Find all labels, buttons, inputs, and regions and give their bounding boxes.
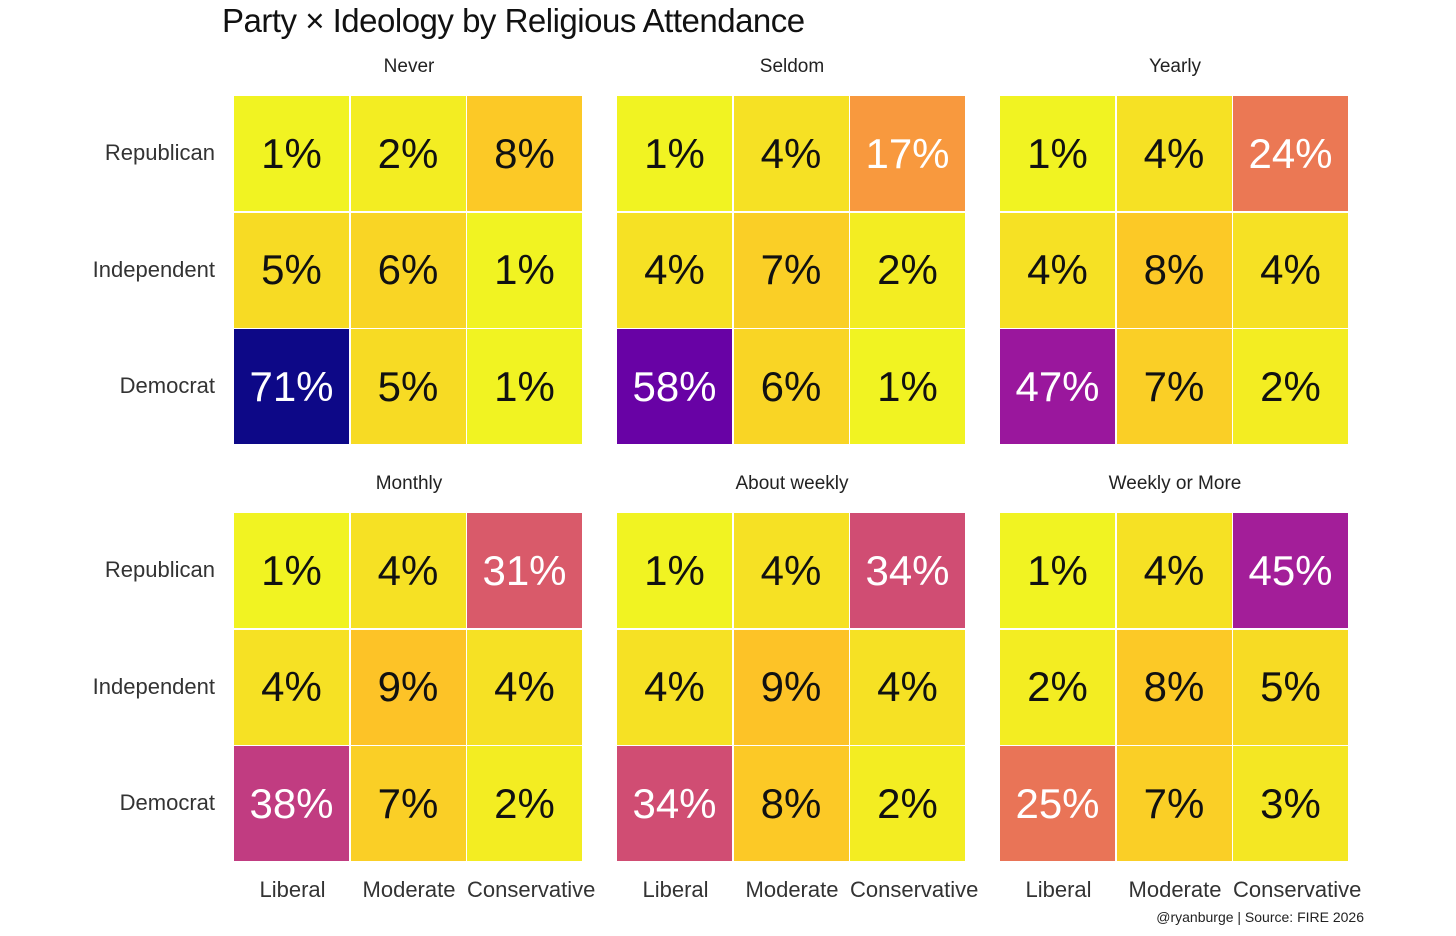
heatmap-cell: 1%: [467, 212, 582, 328]
panel-title: About weekly: [735, 473, 849, 494]
heatmap-cell: 1%: [234, 513, 349, 628]
heatmap-cell: 4%: [1116, 513, 1232, 628]
heatmap-cell: 6%: [350, 212, 466, 328]
panel-title: Yearly: [1148, 56, 1202, 77]
heatmap-cell: 4%: [350, 513, 466, 628]
heatmap-cell: 1%: [617, 513, 732, 628]
row-label: Democrat: [119, 790, 215, 815]
heatmap-cell: 5%: [234, 212, 349, 328]
heatmap-cell: 1%: [850, 329, 965, 444]
heatmap-cell: 9%: [350, 629, 466, 745]
heatmap-cell: 7%: [1116, 329, 1232, 444]
column-label: Liberal: [1025, 877, 1092, 902]
chart-title: Party × Ideology by Religious Attendance: [222, 2, 805, 39]
heatmap-cell: 4%: [733, 513, 849, 628]
heatmap-cell: 2%: [850, 746, 965, 861]
column-label: Conservative: [467, 877, 596, 902]
heatmap-cell: 1%: [1000, 96, 1115, 211]
heatmap-cell: 4%: [850, 629, 965, 745]
heatmap-cell: 1%: [467, 329, 582, 444]
column-label: Conservative: [850, 877, 979, 902]
heatmap-cell: 4%: [733, 96, 849, 211]
column-label: Liberal: [642, 877, 709, 902]
heatmap-cell: 2%: [1233, 329, 1348, 444]
heatmap-cell: 45%: [1233, 513, 1348, 628]
heatmap-cell: 4%: [234, 629, 349, 745]
caption: @ryanburge | Source: FIRE 2026: [1156, 909, 1364, 925]
heatmap-cell: 4%: [1116, 96, 1232, 211]
row-label: Independent: [92, 256, 215, 282]
heatmap-cell: 1%: [234, 96, 349, 211]
heatmap-cell: 7%: [733, 212, 849, 328]
heatmap-cell: 58%: [617, 329, 732, 444]
heatmap-cell: 1%: [617, 96, 732, 211]
row-label: Independent: [92, 673, 215, 699]
row-label: Democrat: [119, 373, 215, 398]
heatmap-cell: 8%: [733, 746, 849, 861]
row-label: Republican: [104, 140, 215, 165]
column-label: Moderate: [745, 877, 839, 902]
heatmap-cell: 4%: [1233, 212, 1348, 328]
heatmap-cell: 1%: [1000, 513, 1115, 628]
column-label: Liberal: [259, 877, 326, 902]
heatmap-cell: 34%: [617, 746, 732, 861]
column-label: Conservative: [1233, 877, 1362, 902]
heatmap-cell: 25%: [1000, 746, 1115, 861]
heatmap-cell: 17%: [850, 96, 965, 211]
heatmap-cell: 4%: [1000, 212, 1115, 328]
heatmap-cell: 9%: [733, 629, 849, 745]
heatmap-cell: 4%: [467, 629, 582, 745]
heatmap-cell: 2%: [350, 96, 466, 211]
heatmap-cell: 47%: [1000, 329, 1115, 444]
heatmap-cell: 2%: [467, 746, 582, 861]
heatmap-cell: 8%: [1116, 212, 1232, 328]
column-label: Moderate: [1128, 877, 1222, 902]
panel-title: Weekly or More: [1108, 473, 1242, 494]
panel-title: Never: [383, 56, 435, 77]
panel-title: Seldom: [759, 56, 825, 77]
heatmap-cell: 4%: [617, 629, 732, 745]
heatmap-cell: 2%: [1000, 629, 1115, 745]
heatmap-cell: 71%: [234, 329, 349, 444]
heatmap-cell: 31%: [467, 513, 582, 628]
heatmap-cell: 5%: [350, 329, 466, 444]
heatmap-cell: 3%: [1233, 746, 1348, 861]
heatmap-cell: 24%: [1233, 96, 1348, 211]
heatmap-cell: 8%: [467, 96, 582, 211]
heatmap-cell: 34%: [850, 513, 965, 628]
heatmap-cell: 38%: [234, 746, 349, 861]
row-label: Republican: [104, 557, 215, 582]
heatmap-cell: 7%: [1116, 746, 1232, 861]
panel-title: Monthly: [375, 473, 443, 494]
column-label: Moderate: [362, 877, 456, 902]
heatmap-cell: 8%: [1116, 629, 1232, 745]
heatmap-cell: 2%: [850, 212, 965, 328]
heatmap-cell: 5%: [1233, 629, 1348, 745]
heatmap-cell: 6%: [733, 329, 849, 444]
heatmap-cell: 7%: [350, 746, 466, 861]
heatmap-cell: 4%: [617, 212, 732, 328]
